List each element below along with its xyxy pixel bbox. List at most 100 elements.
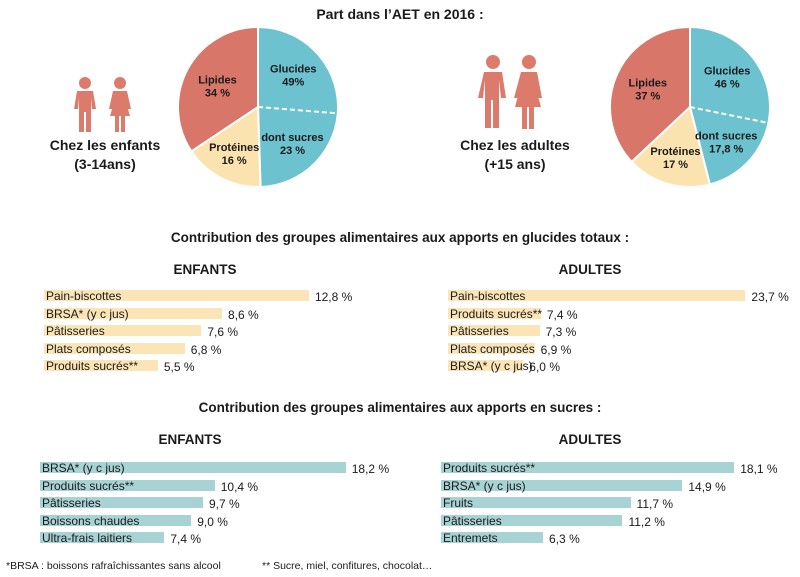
- bar-category-label: BRSA* (y c jus): [450, 359, 533, 373]
- bar-category-label: Produits sucrés**: [42, 478, 135, 493]
- pie-label-lipides: Lipides: [198, 74, 237, 86]
- group-label-adults: Chez les adultes (+15 ans): [430, 136, 600, 174]
- panel-title-enfants-sucres: ENFANTS: [158, 432, 222, 447]
- pie-label-glucides: Glucides: [704, 66, 750, 78]
- bar-category-label: Pâtisseries: [46, 324, 105, 338]
- bar-row: Pâtisseries 7,6 %: [44, 323, 404, 339]
- pie-value-glucides: 46 %: [715, 79, 740, 91]
- bar-value-label: 12,8 %: [314, 290, 353, 304]
- pie-label-proteines: Protéines: [209, 142, 259, 154]
- sucres-divider: [689, 106, 769, 124]
- bar-value-label: 11,2 %: [628, 514, 665, 529]
- bar-value-label: 6,0 %: [529, 360, 560, 374]
- bar-value-label: 6,9 %: [540, 342, 572, 357]
- bar-row: Produits sucrés** 5,5 %: [44, 358, 404, 374]
- bar-value-label: 6,3 %: [549, 532, 580, 546]
- bar-chart-enfants-sucres: BRSA* (y c jus) 18,2 % Produits sucrés** 10…: [40, 460, 400, 550]
- bar: [44, 360, 158, 371]
- bar: [44, 290, 309, 301]
- bar-value-label: 23,7 %: [751, 290, 789, 304]
- bar-row: Pain-biscottes 23,7 %: [448, 288, 798, 304]
- bar-category-label: BRSA* (y c jus): [46, 306, 129, 321]
- bar: [448, 307, 541, 319]
- bar: [44, 342, 185, 354]
- bar: [448, 360, 524, 371]
- bar-category-label: Produits sucrés**: [450, 306, 543, 321]
- bar: [40, 532, 165, 543]
- bar-row: Entremets 6,3 %: [441, 530, 796, 546]
- pie-value-proteines: 16 %: [222, 155, 247, 167]
- bar-category-label: Produits sucrés**: [443, 461, 536, 475]
- bar-category-label: Produits sucrés**: [46, 359, 139, 373]
- group-label-children: Chez les enfants (3-14ans): [20, 136, 190, 174]
- bar: [40, 462, 346, 473]
- bar: [40, 497, 203, 508]
- bar-category-label: BRSA* (y c jus): [443, 478, 526, 493]
- adult-figures-icon: [478, 55, 542, 129]
- bar: [441, 532, 544, 543]
- bar-category-label: Plats composés: [450, 341, 535, 356]
- bar-value-label: 5,5 %: [163, 360, 195, 374]
- section-title-sucres: Contribution des groupes alimentaires au…: [198, 400, 602, 415]
- bar: [40, 479, 215, 491]
- bar-row: Plats composés 6,9 %: [448, 341, 798, 357]
- bar-row: BRSA* (y c jus) 18,2 %: [40, 460, 400, 476]
- panel-title-adultes-glucides: ADULTES: [558, 262, 622, 277]
- bar-category-label: Boissons chaudes: [42, 513, 140, 528]
- bar-value-label: 7,4 %: [546, 307, 578, 322]
- group-label-line1: Chez les adultes: [460, 137, 570, 153]
- bar-category-label: BRSA* (y c jus): [42, 461, 125, 475]
- page-title: Part dans l’AET en 2016 :: [316, 6, 484, 22]
- group-label-line2: (3-14ans): [74, 156, 136, 172]
- bar-value-label: 7,4 %: [170, 532, 201, 546]
- bar-row: Pâtisseries 11,2 %: [441, 513, 796, 529]
- child-figures-icon: [74, 77, 131, 132]
- pie-value-proteines: 17 %: [663, 159, 688, 171]
- bar-row: Ultra-frais laitiers 7,4 %: [40, 530, 400, 546]
- bar: [448, 325, 540, 336]
- pie-label-sucres: dont sucres: [261, 132, 323, 144]
- bar-category-label: Plats composés: [46, 341, 131, 356]
- bar-row: Produits sucrés** 18,1 %: [441, 460, 796, 476]
- pie-slice-glucides: [689, 25, 771, 186]
- pie-value-sucres: 17,8 %: [709, 143, 743, 155]
- bar-row: Produits sucrés** 7,4 %: [448, 306, 798, 322]
- bar-row: Produits sucrés** 10,4 %: [40, 478, 400, 494]
- bar-category-label: Entremets: [443, 531, 498, 545]
- bar: [40, 514, 192, 526]
- bar-category-label: Pâtisseries: [42, 496, 101, 510]
- bar: [441, 462, 735, 473]
- bar-chart-adultes-sucres: Produits sucrés** 18,1 % BRSA* (y c jus) 14…: [441, 460, 796, 550]
- footnote-brsa: *BRSA : boissons rafraîchissantes sans a…: [6, 560, 221, 572]
- bar: [441, 514, 623, 526]
- bar-category-label: Pain-biscottes: [450, 289, 526, 303]
- bar: [448, 290, 746, 301]
- pie-label-sucres: dont sucres: [695, 130, 757, 142]
- bar-value-label: 8,6 %: [228, 307, 259, 322]
- bar-category-label: Ultra-frais laitiers: [42, 531, 133, 545]
- bar: [441, 479, 683, 491]
- bar-category-label: Pâtisseries: [443, 513, 502, 528]
- bar-row: BRSA* (y c jus) 6,0 %: [448, 358, 798, 374]
- panel-title-enfants-glucides: ENFANTS: [173, 262, 237, 277]
- footnote-sucres: ** Sucre, miel, confitures, chocolat…: [262, 560, 433, 572]
- bar: [44, 307, 223, 319]
- pie-value-lipides: 37 %: [635, 91, 660, 103]
- bar-row: Plats composés 6,8 %: [44, 341, 404, 357]
- pie-slice-lipides: [609, 25, 691, 164]
- bar-row: Boissons chaudes 9,0 %: [40, 513, 400, 529]
- pie-slice-glucides: [257, 25, 339, 188]
- pie-value-glucides: 49%: [282, 76, 304, 88]
- bar-value-label: 9,7 %: [208, 497, 240, 511]
- bar-category-label: Fruits: [443, 496, 473, 510]
- bar: [448, 342, 535, 354]
- pie-value-sucres: 23 %: [280, 145, 305, 157]
- group-label-line2: (+15 ans): [484, 156, 546, 172]
- pie-label-lipides: Lipides: [629, 78, 668, 90]
- bar-row: Fruits 11,7 %: [441, 495, 796, 511]
- bar-value-label: 14,9 %: [688, 479, 726, 494]
- bar-category-label: Pain-biscottes: [46, 289, 122, 303]
- pie-slice-lipides: [177, 25, 259, 153]
